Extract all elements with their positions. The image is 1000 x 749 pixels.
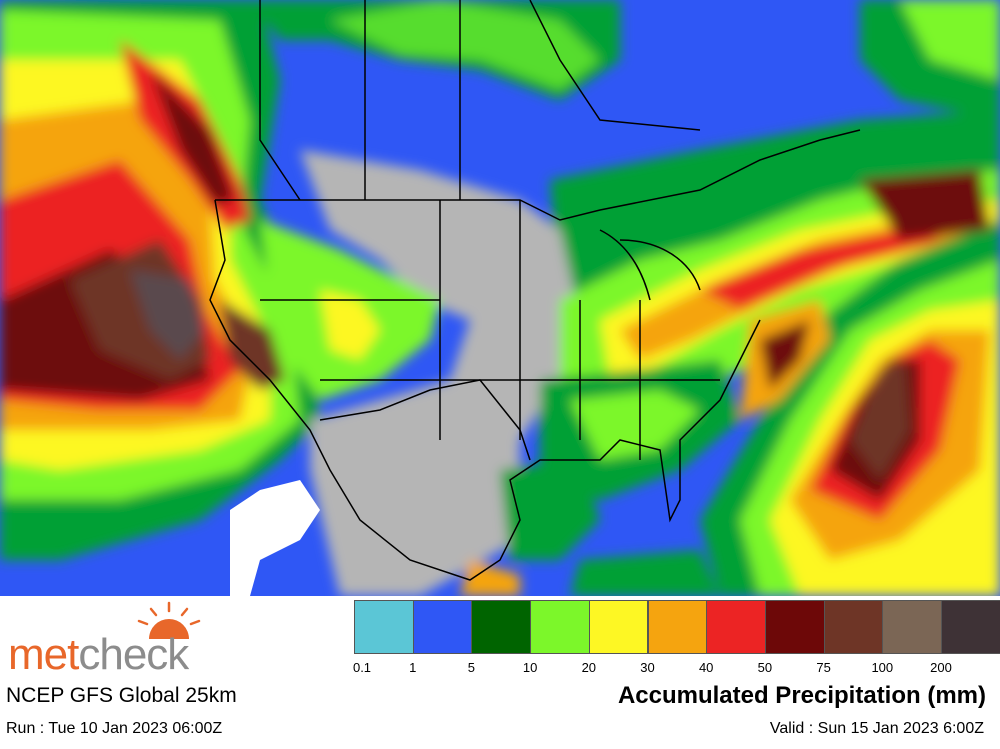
legend-swatch — [412, 600, 473, 654]
legend-swatch — [706, 600, 766, 654]
legend-swatch — [588, 600, 649, 654]
legend-swatch — [530, 600, 590, 654]
legend-label: 50 — [757, 660, 773, 675]
legend-label: 100 — [871, 660, 894, 675]
legend-swatch — [471, 600, 532, 654]
legend-label: 0.1 — [352, 660, 372, 675]
borders — [209, 0, 861, 581]
legend-swatch — [823, 600, 884, 654]
legend-swatch — [941, 600, 1000, 654]
legend-label: 1 — [409, 660, 417, 675]
legend-label: 5 — [467, 660, 476, 675]
legend-label: 75 — [816, 660, 831, 675]
legend-swatch — [764, 600, 825, 654]
map-footer: metcheck 0.1 1 5 10 20 30 40 50 75 100 200 NCEP GF… — [0, 596, 1000, 749]
no-data-region — [230, 480, 320, 596]
legend-swatch — [354, 600, 414, 654]
run-time: Run : Tue 10 Jan 2023 06:00Z — [6, 720, 223, 737]
map-canvas — [0, 0, 1000, 596]
legend-label: 200 — [930, 660, 952, 675]
brand-part-met: met — [8, 630, 79, 679]
legend-swatch — [882, 600, 942, 654]
product-title: Accumulated Precipitation (mm) — [617, 682, 986, 709]
brand-wordmark: metcheck — [8, 630, 189, 679]
precipitation-legend: 0.1 1 5 10 20 30 40 50 75 100 200 — [352, 600, 1000, 680]
metcheck-logo: metcheck — [4, 599, 234, 679]
legend-label: 40 — [698, 660, 714, 675]
legend-swatch — [647, 600, 708, 654]
precipitation-map — [0, 0, 1000, 596]
sun-icon — [137, 601, 201, 639]
legend-label: 20 — [581, 660, 597, 675]
model-name: NCEP GFS Global 25km — [6, 684, 237, 707]
valid-time: Valid : Sun 15 Jan 2023 6:00Z — [769, 720, 984, 737]
legend-label: 30 — [640, 660, 655, 675]
brand-part-check: check — [78, 630, 189, 679]
legend-label: 10 — [522, 660, 538, 675]
